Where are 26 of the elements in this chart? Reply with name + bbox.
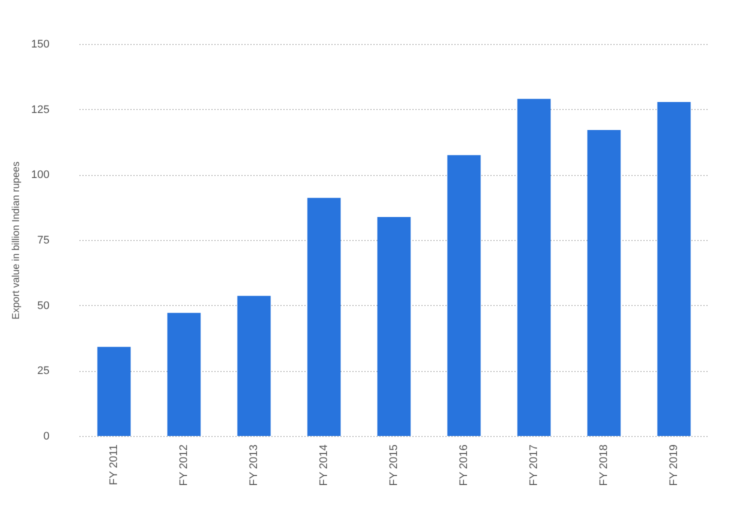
- y-tick-label: 125: [31, 104, 50, 116]
- y-tick-label: 0: [43, 430, 50, 442]
- bar: [447, 155, 481, 436]
- x-tick-label: FY 2019: [668, 444, 680, 486]
- bar: [167, 312, 201, 436]
- bar: [517, 98, 551, 436]
- bar: [97, 346, 131, 436]
- y-tick-label: 75: [37, 234, 50, 246]
- x-tick-label: FY 2011: [108, 444, 120, 486]
- bar: [377, 217, 411, 436]
- x-tick-label: FY 2012: [178, 444, 190, 486]
- x-tick-label: FY 2015: [388, 444, 400, 486]
- x-tick-label: FY 2014: [318, 444, 330, 486]
- bar: [587, 130, 621, 436]
- x-tick-label: FY 2018: [598, 444, 610, 486]
- x-tick-label: FY 2016: [458, 444, 470, 486]
- x-tick-label: FY 2017: [528, 444, 540, 486]
- bar: [237, 296, 271, 436]
- y-tick-label: 100: [31, 169, 50, 182]
- y-tick-label: 50: [37, 300, 50, 312]
- y-axis-title: Export value in billion Indian rupees: [11, 162, 22, 320]
- y-tick-label: 150: [31, 38, 50, 50]
- bar: [307, 198, 341, 436]
- bar: [657, 102, 691, 436]
- y-tick-label: 25: [37, 365, 50, 378]
- x-tick-label: FY 2013: [248, 444, 260, 486]
